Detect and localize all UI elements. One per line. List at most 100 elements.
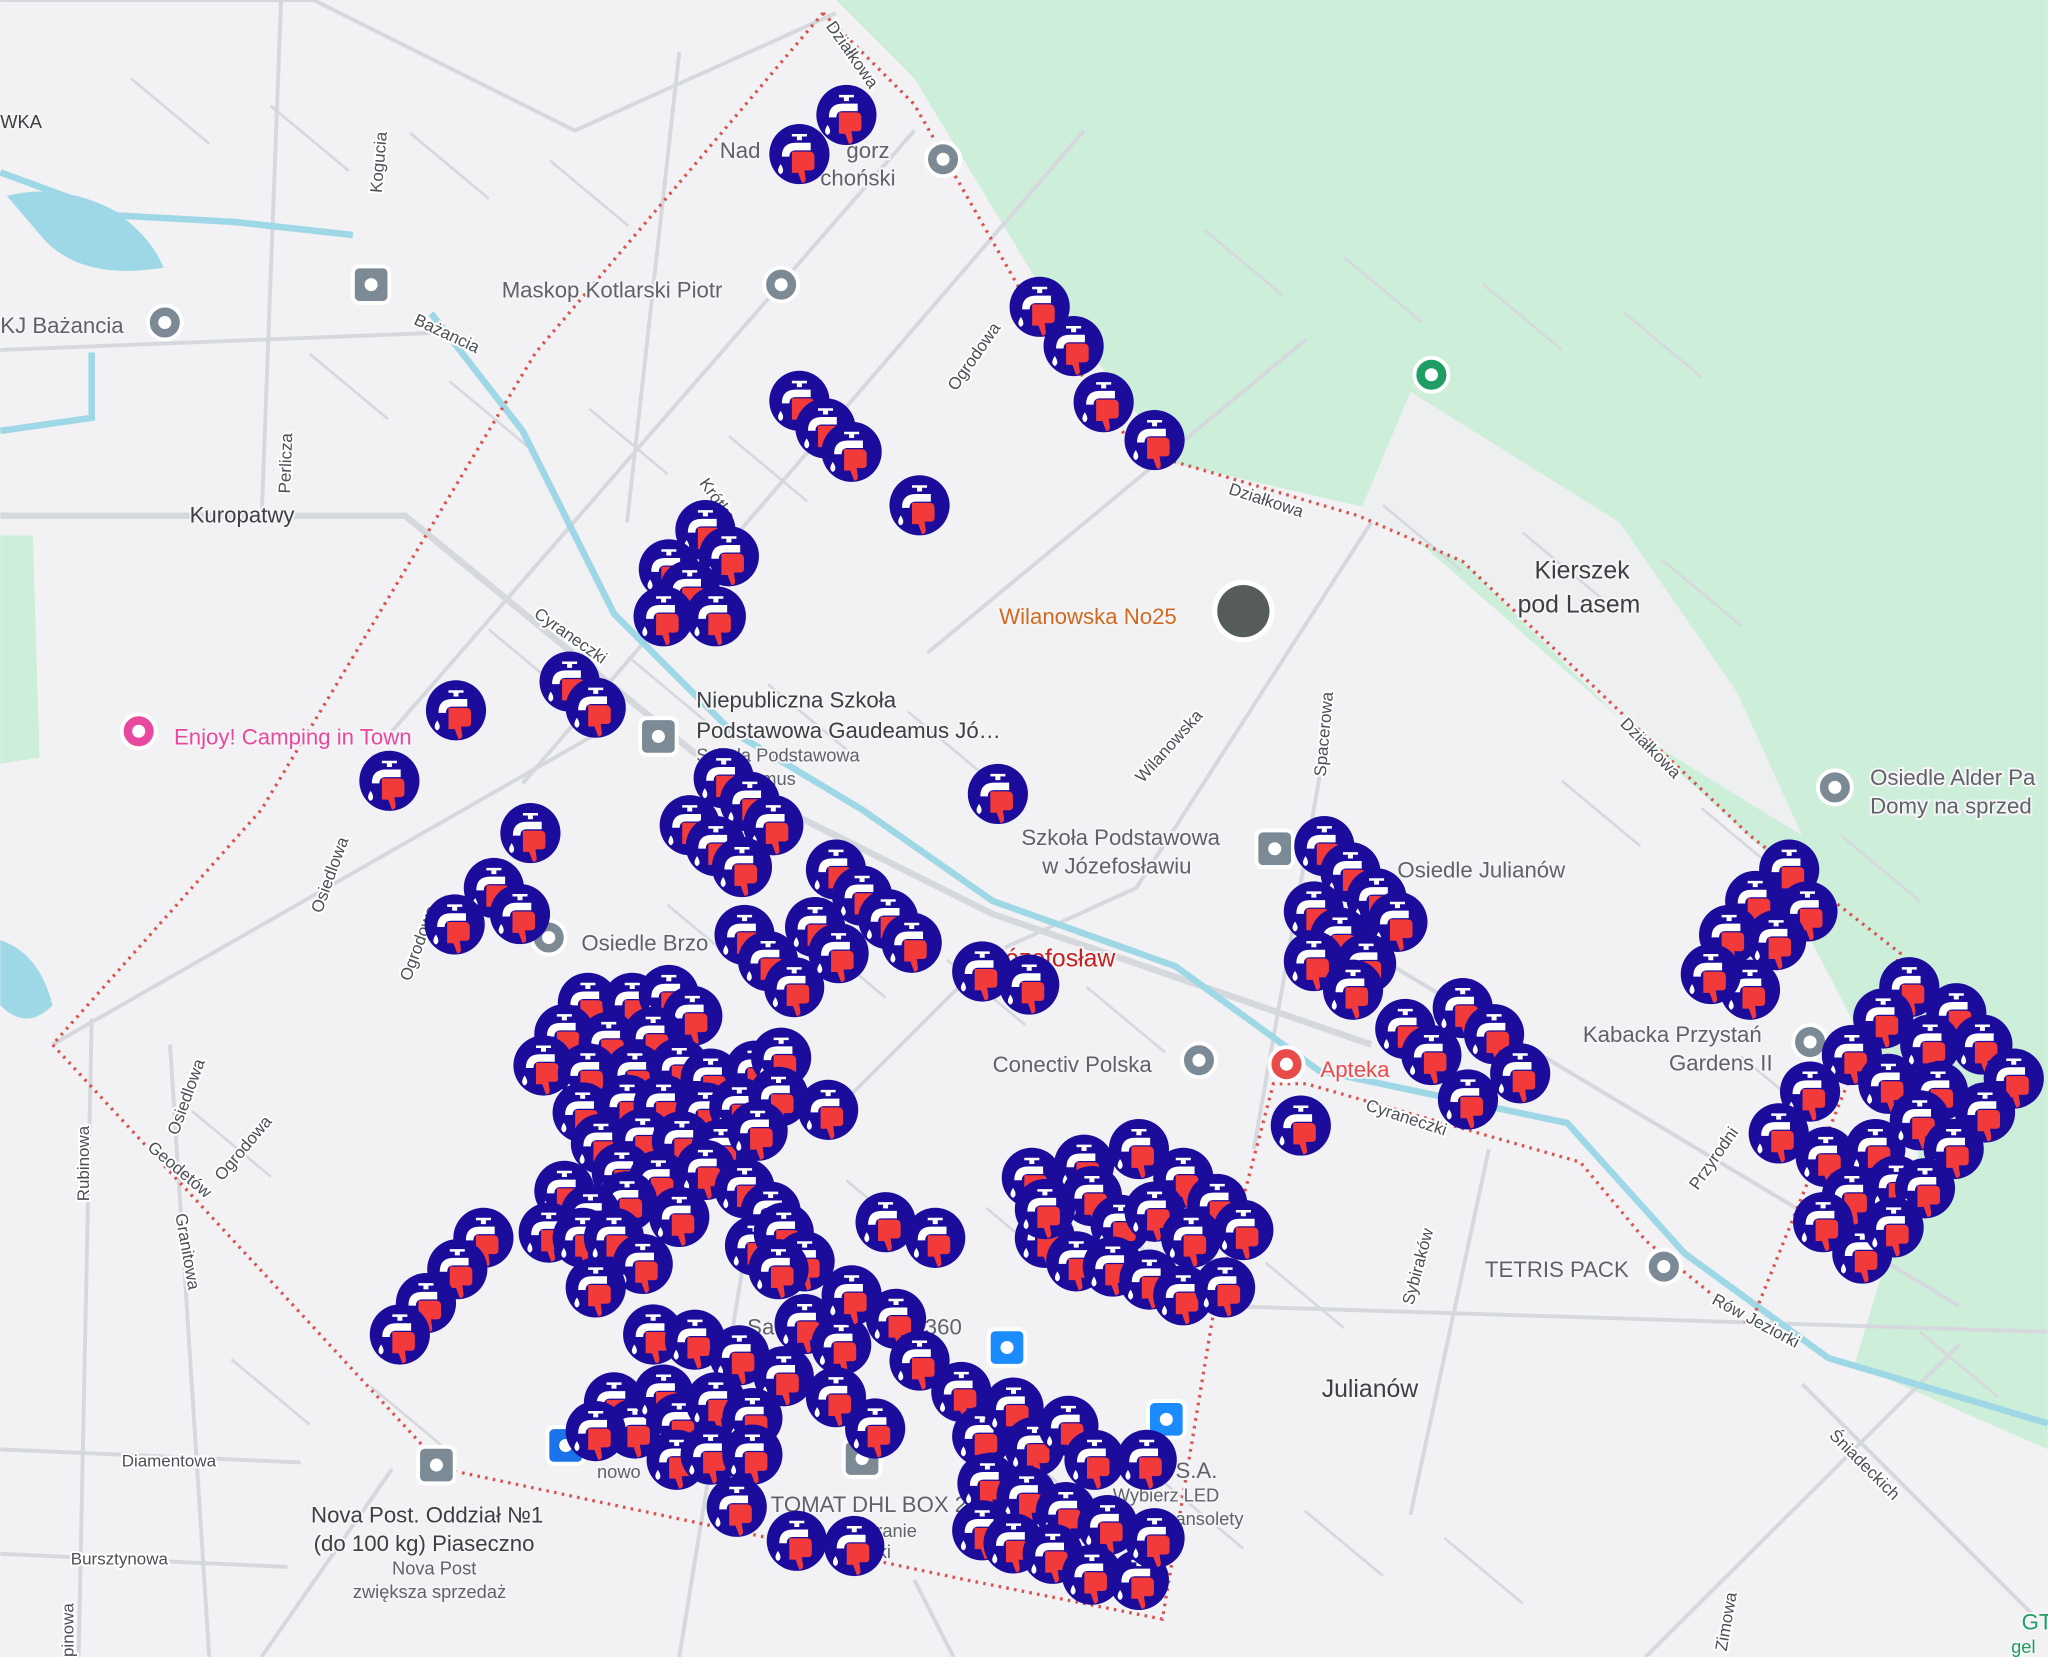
faucet-thumbs-down-marker-icon[interactable] [967, 763, 1028, 824]
poi-layer [119, 140, 1854, 1486]
faucet-thumbs-down-marker-icon[interactable] [1490, 1043, 1551, 1104]
post-office-icon[interactable] [416, 1444, 457, 1486]
faucet-thumbs-down-marker-icon[interactable] [565, 677, 626, 738]
faucet-thumbs-down-marker-icon[interactable] [769, 123, 830, 185]
camping-pin-icon[interactable] [119, 712, 158, 751]
place-pin-icon[interactable] [145, 303, 184, 342]
faucet-thumbs-down-marker-icon[interactable] [1014, 1179, 1075, 1240]
place-pin-icon[interactable] [762, 265, 801, 304]
places-led1-label: Wybierz LED [1113, 1485, 1219, 1506]
places-brzoz-label: Osiedle Brzo [581, 931, 708, 956]
places-julianow-label: Julianów [1322, 1376, 1419, 1403]
places-kuropatwy-label: Kuropatwy [190, 502, 296, 527]
places-wilanowska-no25-label: Wilanowska No25 [999, 604, 1177, 629]
faucet-thumbs-down-marker-icon[interactable] [1437, 1069, 1499, 1130]
faucet-thumbs-down-marker-icon[interactable] [999, 954, 1060, 1015]
places-julianow-osiedle-label: Osiedle Julianów [1397, 857, 1566, 882]
faucet-thumbs-down-marker-icon[interactable] [359, 750, 420, 811]
school-icon[interactable] [1254, 828, 1295, 869]
left-green [0, 535, 40, 764]
faucet-thumbs-down-marker-icon[interactable] [1116, 1429, 1177, 1490]
roads-opinowa-label: pinowa [58, 1603, 77, 1657]
faucet-thumbs-down-marker-icon[interactable] [1124, 409, 1185, 471]
places-tetris-label: TETRIS PACK [1485, 1257, 1629, 1282]
faucet-thumbs-down-marker-icon[interactable] [489, 883, 551, 945]
roads-diamentowa-label: Diamentowa [122, 1451, 217, 1470]
faucet-thumbs-down-marker-icon[interactable] [748, 1239, 809, 1300]
places-gaudeamus2-label: Podstawowa Gaudeamus Jó… [696, 718, 1001, 743]
faucet-thumbs-down-marker-icon[interactable] [889, 475, 950, 536]
places-alder2-label: Domy na sprzed [1870, 793, 2032, 818]
kierszek-settlement [1358, 391, 1803, 836]
faucet-thumbs-down-marker-icon[interactable] [711, 836, 773, 898]
places-nova1-label: Nova Post. Oddział №1 [311, 1503, 543, 1528]
faucet-thumbs-down-marker-icon[interactable] [706, 1476, 767, 1537]
faucet-thumbs-down-marker-icon[interactable] [424, 894, 485, 955]
faucet-thumbs-down-marker-icon[interactable] [1270, 1095, 1331, 1156]
faucet-thumbs-down-marker-icon[interactable] [685, 586, 746, 647]
places-gaudeamus1-label: Niepubliczna Szkoła [696, 688, 896, 713]
shopping-bag-icon[interactable] [986, 1327, 1028, 1368]
faucet-thumbs-down-marker-icon[interactable] [881, 912, 942, 973]
places-apteka-label: Apteka [1320, 1057, 1390, 1082]
places-szkola2-label: w Józefosławiu [1041, 854, 1191, 879]
faucet-thumbs-down-marker-icon[interactable] [500, 802, 561, 864]
places-gt-label: GT [2022, 1610, 2048, 1635]
faucet-thumbs-down-marker-icon[interactable] [766, 1510, 827, 1571]
faucet-thumbs-down-marker-icon[interactable] [425, 680, 487, 741]
place-pin-icon[interactable] [924, 140, 962, 179]
faucet-thumbs-down-marker-icon[interactable] [1863, 1197, 1924, 1258]
faucet-thumbs-down-marker-icon[interactable] [824, 1515, 885, 1577]
faucet-thumbs-down-marker-icon[interactable] [727, 1100, 788, 1161]
faucet-thumbs-down-marker-icon[interactable] [369, 1304, 430, 1365]
faucet-thumbs-down-marker-icon[interactable] [1043, 315, 1104, 377]
faucet-thumbs-down-marker-icon[interactable] [1064, 1429, 1125, 1490]
places-kabacka2-label: Gardens II [1669, 1051, 1773, 1076]
roads-perlicza-label: Perlicza [275, 432, 296, 494]
places-conectiv-label: Conectiv Polska [993, 1052, 1153, 1077]
places-nova4-label: zwiększa sprzedaż [353, 1581, 506, 1602]
places-kabacka1-label: Kabacka Przystań [1583, 1022, 1762, 1047]
faucet-thumbs-down-marker-icon[interactable] [811, 1314, 872, 1376]
faucet-thumbs-down-marker-icon[interactable] [1213, 1199, 1274, 1261]
faucet-thumbs-down-marker-icon[interactable] [649, 1186, 710, 1248]
place-pin-icon[interactable] [1180, 1041, 1218, 1080]
faucet-thumbs-down-marker-icon[interactable] [1195, 1257, 1256, 1318]
places-kj-label: KJ Bażancia [0, 313, 124, 338]
faucet-thumbs-down-marker-icon[interactable] [565, 1401, 626, 1462]
photo-place-thumbnail[interactable] [1212, 579, 1275, 643]
faucet-thumbs-down-marker-icon[interactable] [1680, 944, 1741, 1005]
roads-bursztynowa-label: Bursztynowa [71, 1549, 169, 1568]
faucet-thumbs-down-marker-icon[interactable] [1073, 372, 1134, 433]
school-icon[interactable] [638, 716, 679, 757]
places-nova2-label: (do 100 kg) Piaseczno [314, 1531, 535, 1556]
places-led2-label: ansolety [1175, 1508, 1244, 1529]
faucet-thumbs-down-marker-icon[interactable] [798, 1079, 859, 1140]
place-pin-icon[interactable] [1815, 768, 1854, 807]
faucet-thumbs-down-marker-icon[interactable] [1124, 1508, 1185, 1569]
park-pin-icon[interactable] [1412, 355, 1451, 394]
faucet-thumbs-down-marker-icon[interactable] [1322, 959, 1384, 1020]
faucet-thumbs-down-marker-icon[interactable] [722, 1424, 783, 1485]
places-nadl1-label: Nad [720, 138, 761, 163]
roads-rubinowa-label: Rubinowa [74, 1125, 93, 1201]
places-camping-label: Enjoy! Camping in Town [174, 724, 412, 749]
faucet-thumbs-down-marker-icon[interactable] [565, 1257, 626, 1318]
places-nadl3-label: choński [820, 165, 895, 190]
faucet-thumbs-down-marker-icon[interactable] [821, 421, 882, 482]
place-pin-icon[interactable] [1644, 1247, 1683, 1286]
faucet-thumbs-down-marker-icon[interactable] [905, 1207, 966, 1268]
faucet-thumbs-down-marker-icon[interactable] [808, 923, 869, 984]
faucet-thumbs-down-marker-icon[interactable] [845, 1398, 906, 1459]
school-icon[interactable] [350, 264, 392, 305]
places-szkola1-label: Szkoła Podstawowa [1021, 825, 1220, 850]
places-sa-label: S.A. [1175, 1458, 1217, 1483]
pharmacy-pin-icon[interactable] [1267, 1045, 1306, 1084]
places-nowo-label: nowo [597, 1461, 641, 1482]
faucet-thumbs-down-marker-icon[interactable] [633, 586, 694, 647]
places-wka-label: WKA [0, 111, 42, 132]
faucet-thumbs-down-marker-icon[interactable] [816, 84, 877, 145]
places-kierszek2-label: pod Lasem [1518, 591, 1641, 618]
